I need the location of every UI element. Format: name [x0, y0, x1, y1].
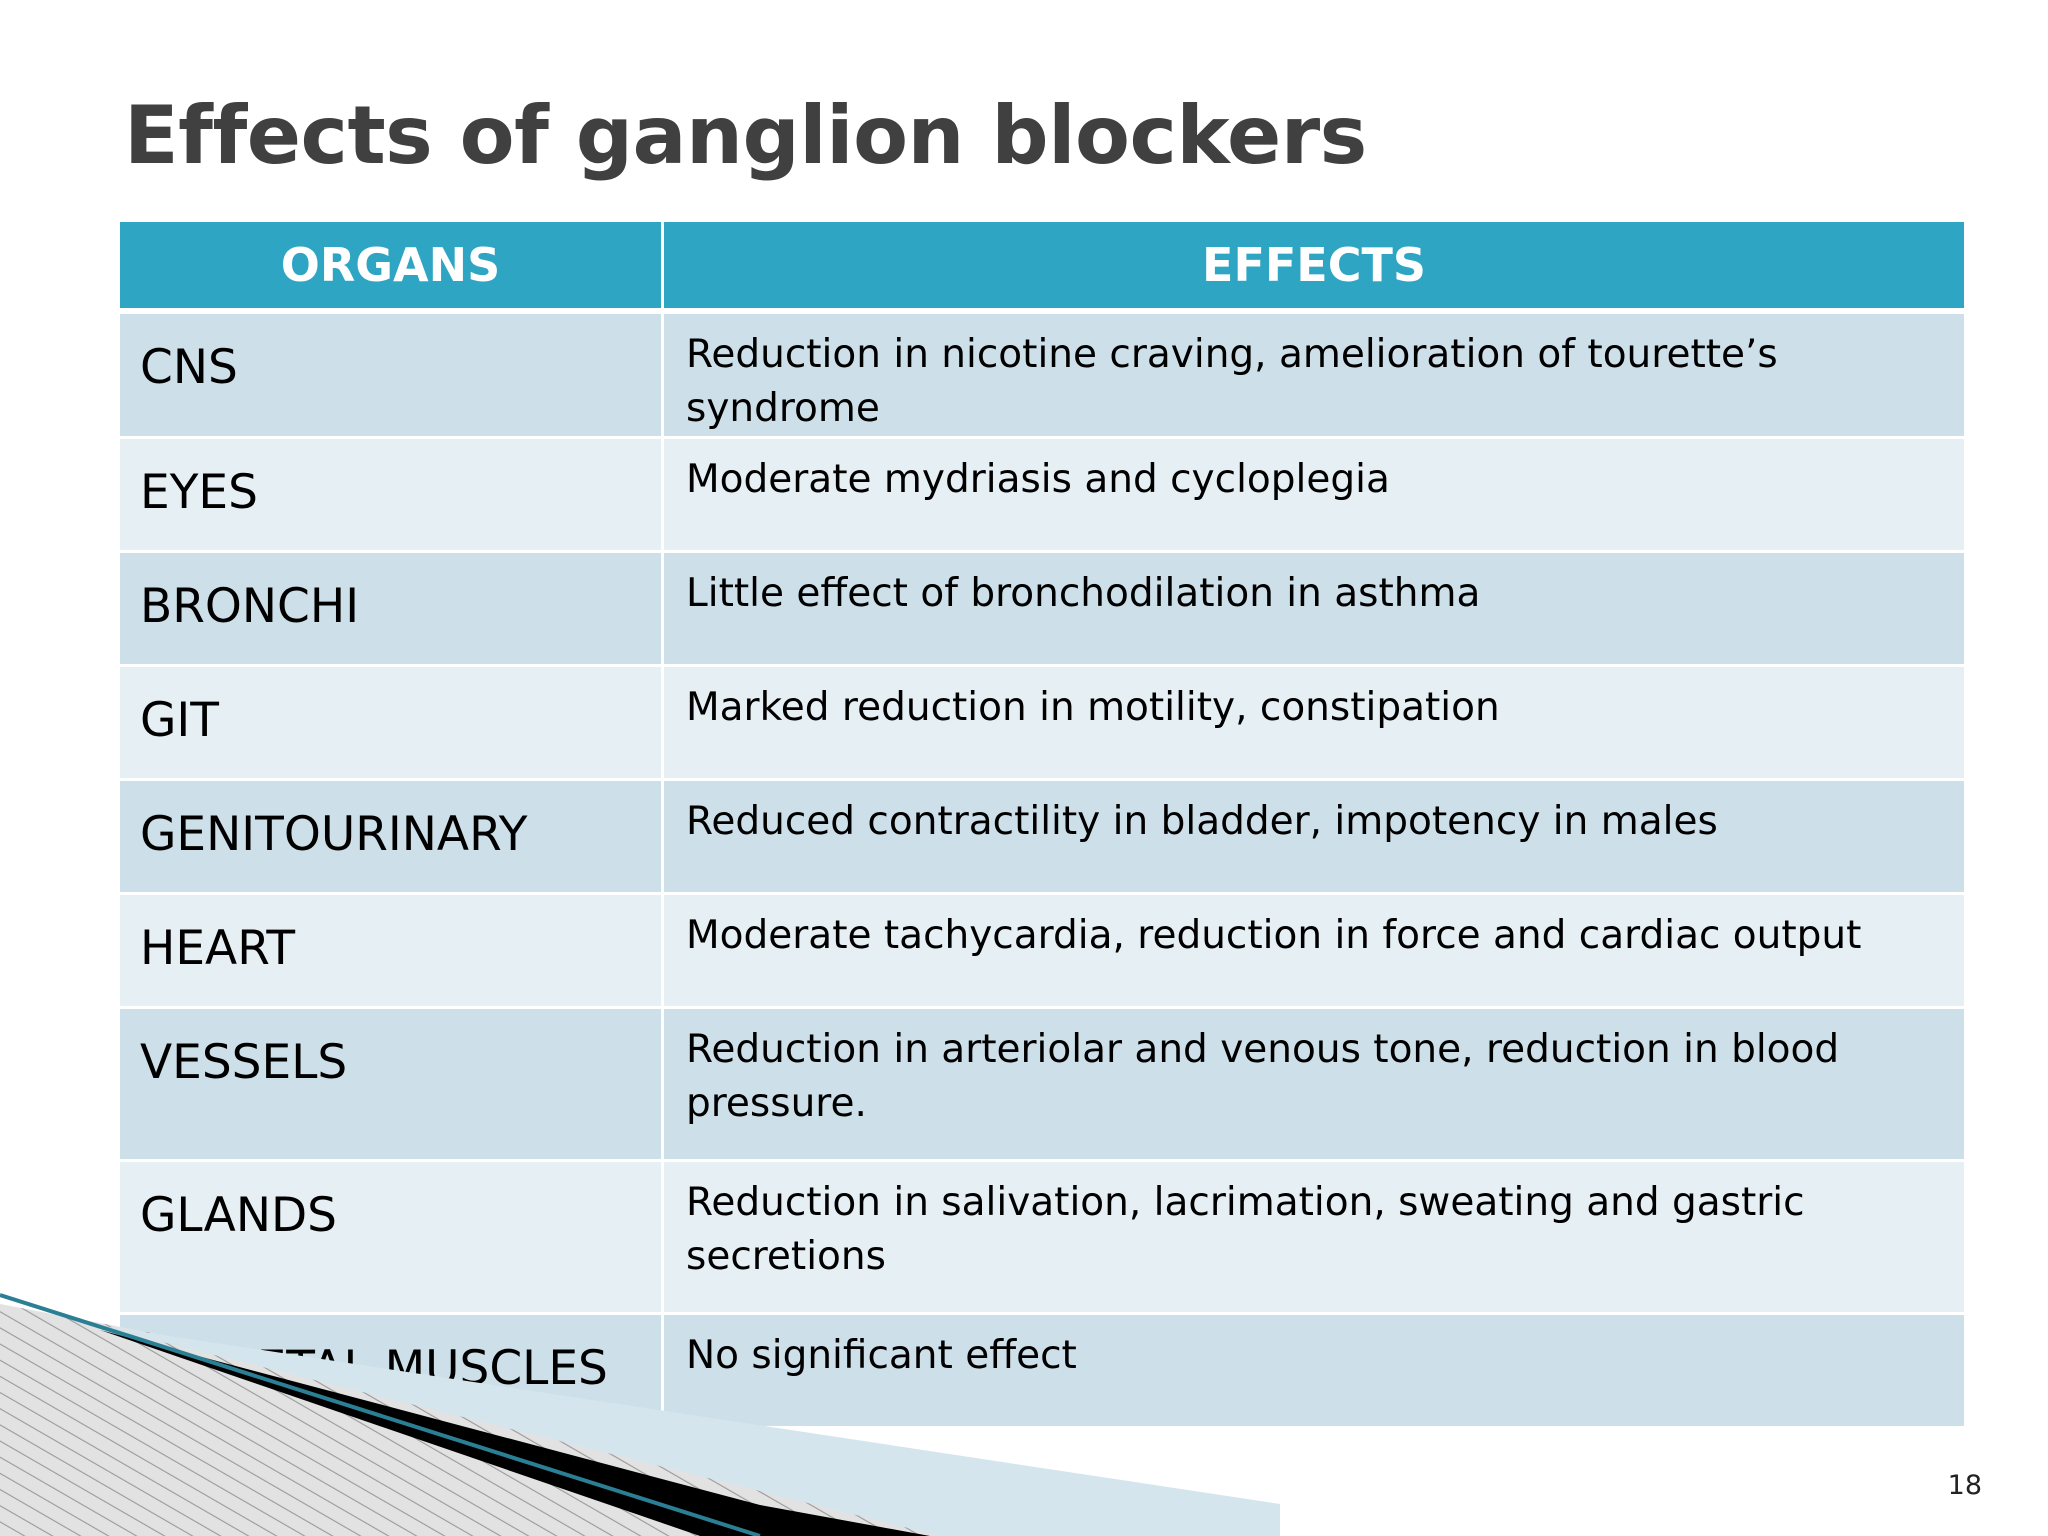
- effect-cell: Moderate tachycardia, reduction in force…: [664, 895, 1964, 1009]
- organ-cell: HEART: [120, 895, 664, 1009]
- table-row: BRONCHI Little effect of bronchodilation…: [120, 553, 1964, 667]
- effect-cell: No significant effect: [664, 1315, 1964, 1429]
- effects-column-header: EFFECTS: [664, 222, 1964, 314]
- page-number: 18: [1947, 1470, 1982, 1501]
- corner-swoosh-decoration: [0, 1293, 1280, 1536]
- organ-cell: EYES: [120, 439, 664, 553]
- organ-cell: CNS: [120, 314, 664, 439]
- organ-cell: VESSELS: [120, 1009, 664, 1162]
- effect-cell: Moderate mydriasis and cycloplegia: [664, 439, 1964, 553]
- effect-cell: Reduced contractility in bladder, impote…: [664, 781, 1964, 895]
- organ-cell: GLANDS: [120, 1162, 664, 1315]
- effect-cell: Little effect of bronchodilation in asth…: [664, 553, 1964, 667]
- effect-cell: Reduction in nicotine craving, ameliorat…: [664, 314, 1964, 439]
- table-row: EYES Moderate mydriasis and cycloplegia: [120, 439, 1964, 553]
- effect-cell: Reduction in salivation, lacrimation, sw…: [664, 1162, 1964, 1315]
- effect-cell: Reduction in arteriolar and venous tone,…: [664, 1009, 1964, 1162]
- table-header-row: ORGANS EFFECTS: [120, 222, 1964, 314]
- table-row: VESSELS Reduction in arteriolar and veno…: [120, 1009, 1964, 1162]
- organ-cell: GIT: [120, 667, 664, 781]
- effects-table: ORGANS EFFECTS CNS Reduction in nicotine…: [120, 222, 1964, 1429]
- organs-column-header: ORGANS: [120, 222, 664, 314]
- table-row: GIT Marked reduction in motility, consti…: [120, 667, 1964, 781]
- organ-cell: BRONCHI: [120, 553, 664, 667]
- organ-cell: GENITOURINARY: [120, 781, 664, 895]
- effect-cell: Marked reduction in motility, constipati…: [664, 667, 1964, 781]
- table-row: CNS Reduction in nicotine craving, ameli…: [120, 314, 1964, 439]
- slide-title: Effects of ganglion blockers: [124, 89, 1367, 182]
- table-row: GLANDS Reduction in salivation, lacrimat…: [120, 1162, 1964, 1315]
- table-row: GENITOURINARY Reduced contractility in b…: [120, 781, 1964, 895]
- table-row: HEART Moderate tachycardia, reduction in…: [120, 895, 1964, 1009]
